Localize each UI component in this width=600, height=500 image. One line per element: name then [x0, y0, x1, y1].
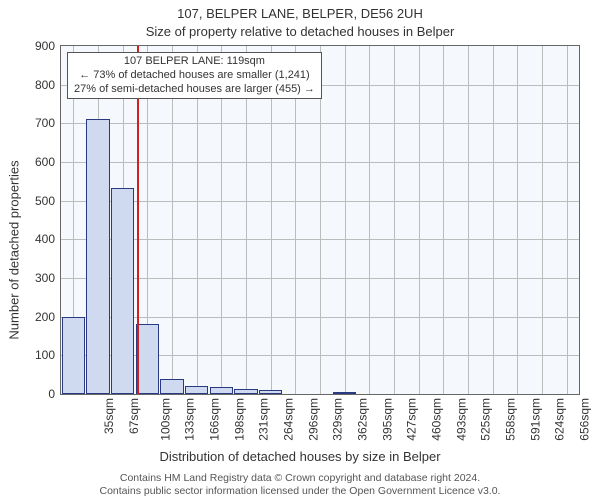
x-tick-label: 493sqm: [454, 398, 468, 441]
bar: [62, 317, 85, 394]
x-tick-label: 198sqm: [232, 398, 246, 441]
chart-container: { "chart": { "type": "bar", "title_line1…: [0, 0, 600, 500]
x-tick-label: 558sqm: [504, 398, 518, 441]
chart-title-line1: 107, BELPER LANE, BELPER, DE56 2UH: [0, 6, 600, 21]
bar: [259, 390, 282, 394]
y-tick-label: 300: [35, 271, 55, 285]
y-tick-label: 0: [48, 387, 55, 401]
grid-line-vertical: [542, 46, 543, 394]
attribution-line2: Contains public sector information licen…: [0, 485, 600, 497]
grid-line-vertical: [468, 46, 469, 394]
bar: [160, 379, 183, 394]
bar: [136, 324, 159, 394]
y-axis-label: Number of detached properties: [7, 160, 22, 339]
x-tick-label: 231sqm: [257, 398, 271, 441]
y-tick-label: 100: [35, 348, 55, 362]
grid-line-vertical: [419, 46, 420, 394]
y-tick-label: 500: [35, 194, 55, 208]
attribution-line1: Contains HM Land Registry data © Crown c…: [0, 472, 600, 484]
y-tick-label: 400: [35, 232, 55, 246]
plot-area: 107 BELPER LANE: 119sqm ← 73% of detache…: [60, 45, 580, 395]
x-tick-label: 395sqm: [380, 398, 394, 441]
callout-line1: 107 BELPER LANE: 119sqm: [74, 55, 315, 69]
x-tick-label: 525sqm: [479, 398, 493, 441]
x-tick-label: 296sqm: [306, 398, 320, 441]
y-tick-label: 600: [35, 155, 55, 169]
y-tick-label: 200: [35, 310, 55, 324]
x-tick-label: 166sqm: [208, 398, 222, 441]
callout-line2: ← 73% of detached houses are smaller (1,…: [74, 69, 315, 83]
callout-box: 107 BELPER LANE: 119sqm ← 73% of detache…: [67, 52, 322, 99]
x-tick-label: 100sqm: [158, 398, 172, 441]
x-tick-label: 67sqm: [127, 398, 141, 434]
grid-line-vertical: [443, 46, 444, 394]
x-tick-label: 133sqm: [183, 398, 197, 441]
bar: [210, 387, 233, 394]
callout-line3: 27% of semi-detached houses are larger (…: [74, 83, 315, 97]
bar: [234, 389, 257, 394]
x-tick-label: 35sqm: [102, 398, 116, 434]
x-tick-label: 460sqm: [430, 398, 444, 441]
x-tick-label: 427sqm: [405, 398, 419, 441]
bar: [111, 188, 134, 394]
grid-line-vertical: [394, 46, 395, 394]
bar: [185, 386, 208, 394]
x-tick-label: 362sqm: [356, 398, 370, 441]
grid-line-vertical: [567, 46, 568, 394]
x-axis-label: Distribution of detached houses by size …: [0, 449, 600, 464]
y-tick-label: 800: [35, 78, 55, 92]
x-tick-label: 656sqm: [578, 398, 592, 441]
x-tick-label: 624sqm: [553, 398, 567, 441]
bar: [333, 392, 356, 394]
x-tick-label: 329sqm: [331, 398, 345, 441]
grid-line-vertical: [369, 46, 370, 394]
bar: [86, 119, 109, 394]
grid-line-vertical: [345, 46, 346, 394]
chart-title-line2: Size of property relative to detached ho…: [0, 24, 600, 39]
x-tick-label: 591sqm: [528, 398, 542, 441]
grid-line-vertical: [517, 46, 518, 394]
y-tick-label: 900: [35, 39, 55, 53]
grid-line-vertical: [493, 46, 494, 394]
y-tick-label: 700: [35, 116, 55, 130]
x-tick-label: 264sqm: [282, 398, 296, 441]
